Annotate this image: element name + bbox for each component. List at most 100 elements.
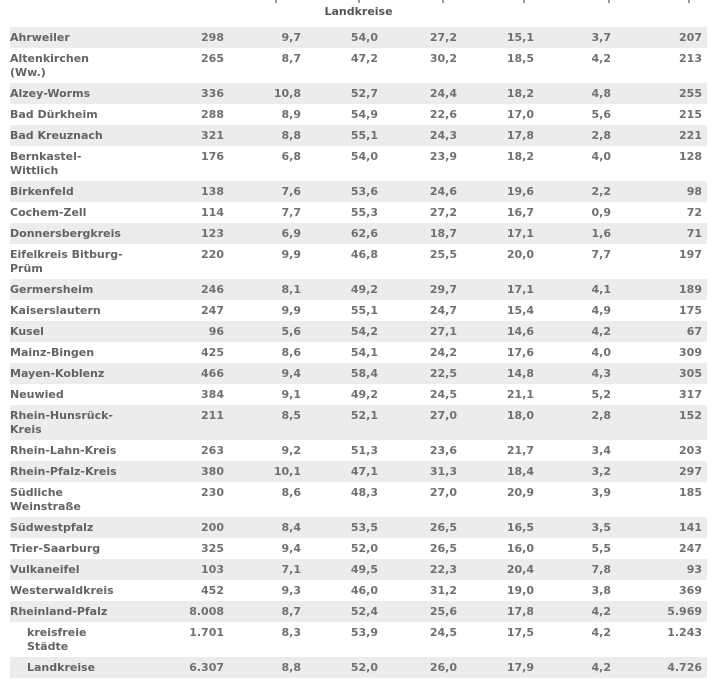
value-cell: 17,8 (457, 601, 534, 622)
value-cell: 8,7 (224, 601, 301, 622)
value-cell: 123 (160, 223, 224, 244)
value-cell: 8,1 (224, 279, 301, 300)
value-cell: 4,1 (534, 279, 611, 300)
value-cell: 4,2 (534, 622, 611, 657)
value-cell: 7,1 (224, 559, 301, 580)
value-cell: 384 (160, 384, 224, 405)
value-cell: 6,9 (224, 223, 301, 244)
value-cell: 52,0 (301, 657, 378, 678)
value-cell: 9,7 (224, 27, 301, 48)
district-name: Rhein-Lahn-Kreis (10, 440, 160, 461)
value-cell: 93 (611, 559, 707, 580)
value-cell: 185 (611, 482, 707, 517)
value-cell: 4,2 (534, 321, 611, 342)
value-cell: 21,7 (457, 440, 534, 461)
district-name: Mainz-Bingen (10, 342, 160, 363)
value-cell: 46,8 (301, 244, 378, 279)
value-cell: 5,2 (534, 384, 611, 405)
table-row: Alzey-Worms 336 10,8 52,7 24,4 18,2 4,8 … (10, 83, 707, 104)
value-cell: 3,7 (534, 27, 611, 48)
district-name: Kaiserslautern (10, 300, 160, 321)
value-cell: 8,4 (224, 517, 301, 538)
district-name: Germersheim (10, 279, 160, 300)
table-row: Bad Dürkheim 288 8,9 54,9 22,6 17,0 5,6 … (10, 104, 707, 125)
value-cell: 51,3 (301, 440, 378, 461)
value-cell: 96 (160, 321, 224, 342)
value-cell: 9,3 (224, 580, 301, 601)
value-cell: 16,7 (457, 202, 534, 223)
value-cell: 7,7 (534, 244, 611, 279)
value-cell: 230 (160, 482, 224, 517)
district-name: Westerwaldkreis (10, 580, 160, 601)
district-name: Bad Kreuznach (10, 125, 160, 146)
value-cell: 55,3 (301, 202, 378, 223)
value-cell: 27,1 (378, 321, 457, 342)
district-table: Ahrweiler 298 9,7 54,0 27,2 15,1 3,7 207… (10, 27, 707, 678)
table-row: Rheinland-Pfalz 8.008 8,7 52,4 25,6 17,8… (10, 601, 707, 622)
cropped-text-artifact (358, 0, 360, 3)
value-cell: 47,2 (301, 48, 378, 83)
value-cell: 17,6 (457, 342, 534, 363)
value-cell: 247 (160, 300, 224, 321)
value-cell: 380 (160, 461, 224, 482)
value-cell: 8,5 (224, 405, 301, 440)
value-cell: 197 (611, 244, 707, 279)
value-cell: 425 (160, 342, 224, 363)
value-cell: 26,0 (378, 657, 457, 678)
district-name: Bad Dürkheim (10, 104, 160, 125)
value-cell: 1,6 (534, 223, 611, 244)
value-cell: 8,8 (224, 657, 301, 678)
value-cell: 8,8 (224, 125, 301, 146)
table-row: Mainz-Bingen 425 8,6 54,1 24,2 17,6 4,0 … (10, 342, 707, 363)
district-name: Trier-Saarburg (10, 538, 160, 559)
value-cell: 25,5 (378, 244, 457, 279)
value-cell: 213 (611, 48, 707, 83)
value-cell: 3,5 (534, 517, 611, 538)
value-cell: 15,1 (457, 27, 534, 48)
value-cell: 23,9 (378, 146, 457, 181)
value-cell: 189 (611, 279, 707, 300)
value-cell: 9,9 (224, 244, 301, 279)
value-cell: 9,9 (224, 300, 301, 321)
district-name: Ahrweiler (10, 27, 160, 48)
value-cell: 4,2 (534, 48, 611, 83)
value-cell: 47,1 (301, 461, 378, 482)
value-cell: 246 (160, 279, 224, 300)
value-cell: 5,6 (224, 321, 301, 342)
value-cell: 18,5 (457, 48, 534, 83)
value-cell: 175 (611, 300, 707, 321)
district-name: Vulkaneifel (10, 559, 160, 580)
value-cell: 54,0 (301, 146, 378, 181)
value-cell: 8,7 (224, 48, 301, 83)
table-row: Altenkirchen (Ww.) 265 8,7 47,2 30,2 18,… (10, 48, 707, 83)
group-header-label: Landkreise (324, 5, 393, 18)
value-cell: 7,8 (534, 559, 611, 580)
value-cell: 10,8 (224, 83, 301, 104)
value-cell: 53,5 (301, 517, 378, 538)
value-cell: 9,1 (224, 384, 301, 405)
value-cell: 4,9 (534, 300, 611, 321)
table-row: Südwestpfalz 200 8,4 53,5 26,5 16,5 3,5 … (10, 517, 707, 538)
district-name: Bernkastel- Wittlich (10, 146, 160, 181)
value-cell: 52,1 (301, 405, 378, 440)
value-cell: 24,5 (378, 622, 457, 657)
table-row: Kaiserslautern 247 9,9 55,1 24,7 15,4 4,… (10, 300, 707, 321)
value-cell: 4,8 (534, 83, 611, 104)
value-cell: 6.307 (160, 657, 224, 678)
value-cell: 9,2 (224, 440, 301, 461)
value-cell: 49,5 (301, 559, 378, 580)
value-cell: 27,0 (378, 482, 457, 517)
value-cell: 203 (611, 440, 707, 461)
district-name: Cochem-Zell (10, 202, 160, 223)
value-cell: 17,1 (457, 279, 534, 300)
value-cell: 22,5 (378, 363, 457, 384)
value-cell: 138 (160, 181, 224, 202)
district-name: kreisfreie Städte (10, 622, 160, 657)
value-cell: 15,4 (457, 300, 534, 321)
value-cell: 2,2 (534, 181, 611, 202)
value-cell: 6,8 (224, 146, 301, 181)
value-cell: 9,4 (224, 538, 301, 559)
value-cell: 31,3 (378, 461, 457, 482)
value-cell: 24,3 (378, 125, 457, 146)
value-cell: 8,3 (224, 622, 301, 657)
